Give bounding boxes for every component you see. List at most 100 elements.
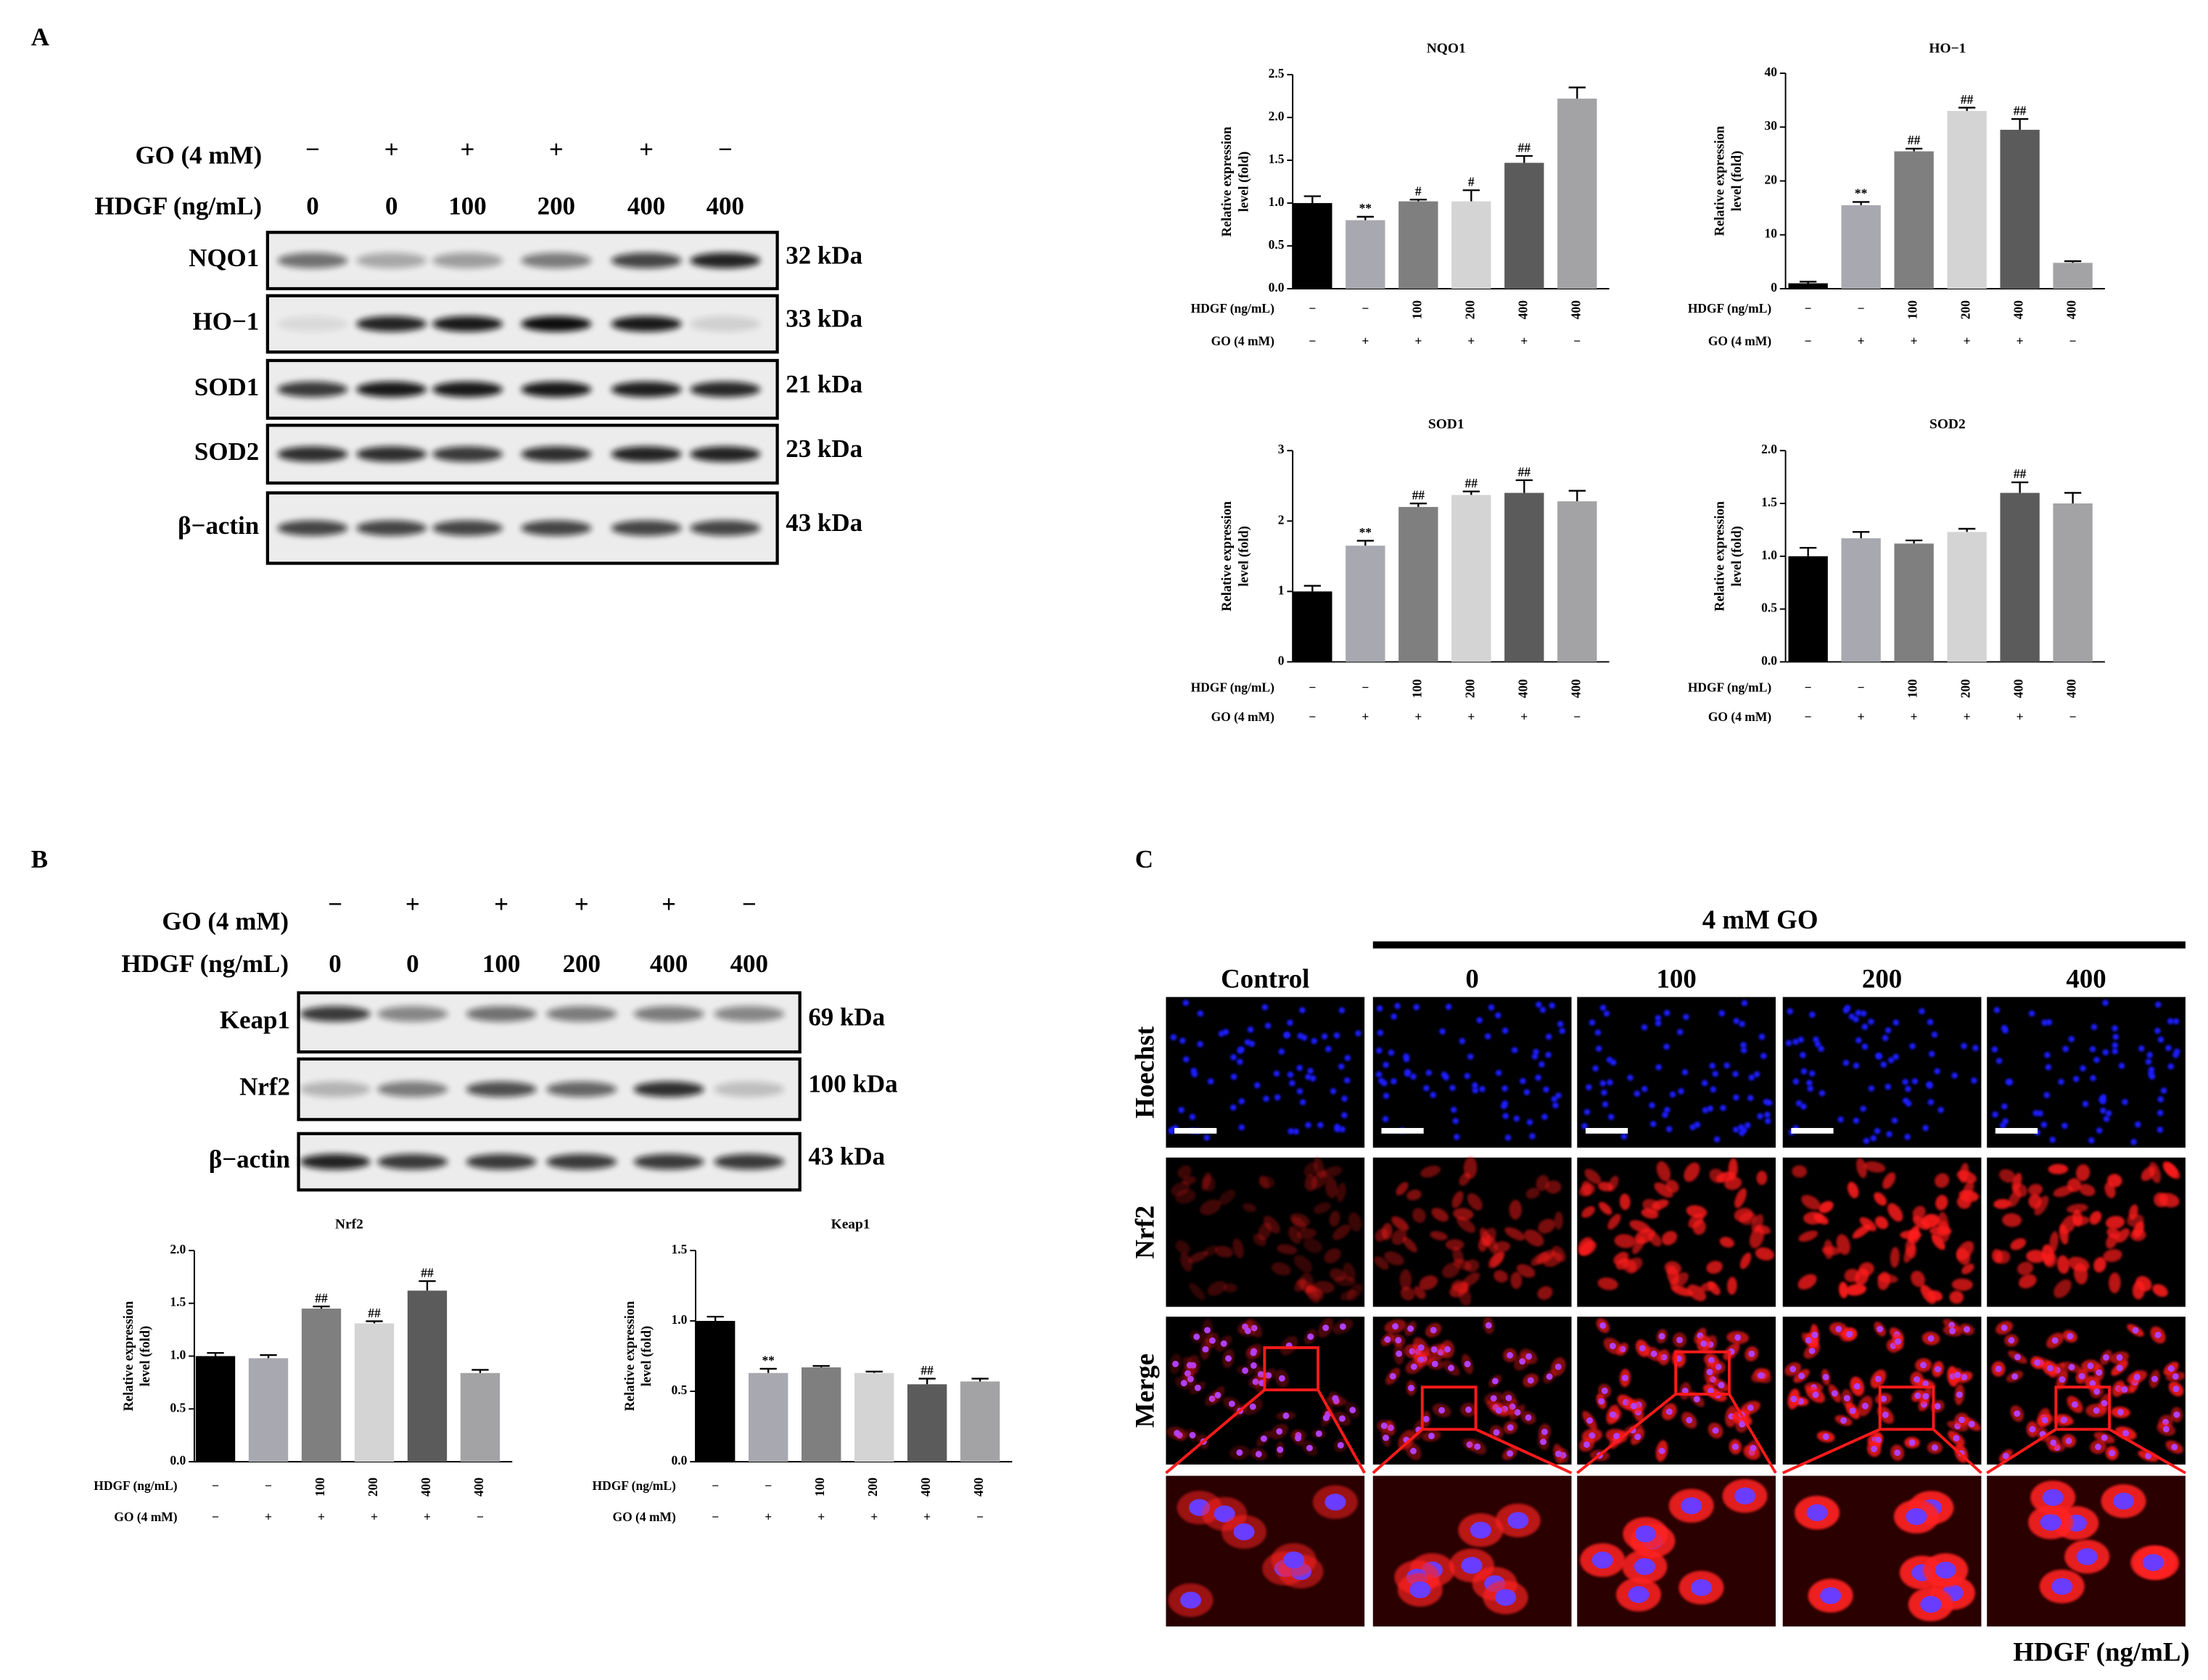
cell [1399,1269,1412,1290]
nucleus [2154,1027,2161,1034]
bar [2000,129,2040,289]
nucleus [2059,1376,2066,1383]
zoom-line [1165,1388,1266,1475]
protein-size: 43 kDa [808,1142,885,1171]
blot-band [356,252,427,268]
bar [195,1356,236,1462]
cell [1296,1228,1317,1240]
blot-band [300,1006,371,1022]
nucleus [1686,1417,1693,1424]
bar [749,1372,788,1462]
nucleus [1734,1487,1756,1504]
cell [1219,1189,1236,1205]
protein-size: 32 kDa [786,241,862,269]
nucleus [1842,1007,1850,1014]
cell [1951,1278,1973,1291]
cell [1792,1165,1808,1178]
significance-mark: ## [1518,464,1531,479]
cell [2154,1192,2168,1208]
y-tick-label: 2.0 [1761,442,1777,456]
go-sign: + [405,890,420,918]
condition-value: 100 [313,1478,327,1496]
cell [1859,1216,1877,1232]
nucleus [2062,1045,2069,1053]
condition-value: 400 [2064,679,2079,698]
nucleus [1922,1124,1929,1132]
nucleus [1935,1561,1956,1579]
blot-band [466,1081,537,1098]
condition-label: HDGF (ng/mL) [1688,301,1772,316]
bar [2000,493,2040,662]
nucleus [1785,1039,1792,1047]
nucleus [1554,1363,1562,1370]
nucleus [1820,1587,1842,1605]
hdgf-dose: 0 [329,950,341,978]
bar [1451,201,1491,289]
condition-value: + [1858,334,1865,348]
nucleus [1599,1080,1607,1087]
nucleus [1665,1126,1673,1132]
nucleus [1880,1395,1887,1402]
condition-label: GO (4 mM) [1708,334,1772,348]
blot-band [466,1153,537,1170]
significance-mark: ** [1855,186,1868,201]
nucleus [1800,1068,1808,1075]
nucleus [1541,1428,1548,1436]
nucleus [1403,1055,1410,1063]
nucleus [1808,1070,1816,1077]
nucleus [2067,1333,2074,1340]
nucleus [1341,1112,1348,1119]
blot-band [277,252,348,268]
blot-band [356,382,427,398]
nucleus [2051,1337,2059,1344]
protein-name: Keap1 [220,1005,290,1034]
nucleus [1877,1325,1884,1333]
condition-value: 400 [1568,300,1583,319]
nucleus [1708,1388,1714,1394]
y-tick-label: 0.0 [672,1453,688,1467]
cell [1999,1169,2016,1183]
blot-band [690,316,761,332]
nucleus [2100,1107,2106,1114]
zoom-line [1475,1428,1573,1475]
condition-value: 100 [812,1478,827,1496]
nucleus [1244,1327,1251,1335]
y-tick-label: 0.5 [1761,601,1777,615]
nucleus [1260,1435,1267,1442]
row-label: Merge [1130,1354,1160,1428]
blot-band [300,1153,371,1170]
bar [1557,501,1597,662]
blot-band [690,520,761,536]
nucleus [1325,1045,1332,1053]
go-sign: + [384,136,399,164]
nucleus [1555,1092,1562,1099]
chart-title: Nrf2 [335,1216,363,1232]
cell [1324,1248,1341,1264]
cell [1290,1213,1310,1227]
blot-band [714,1081,785,1098]
nucleus [1203,1327,1211,1334]
significance-mark: ## [1961,92,1974,107]
condition-value: − [976,1510,984,1524]
nucleus [1805,1337,1812,1344]
condition-value: + [765,1510,772,1524]
nucleus [1602,1101,1609,1108]
zoom-line [1372,1428,1424,1475]
blot-strip [297,991,802,1054]
y-tick-label: 30 [1764,118,1777,133]
go-sign: + [494,890,508,918]
nucleus [1709,1062,1715,1069]
protein-name: NQO1 [189,244,259,272]
cell [1656,1161,1671,1182]
blot-band [377,1153,448,1170]
significance-mark: ## [2014,466,2027,481]
condition-value: − [265,1478,272,1493]
nucleus [1840,1417,1847,1424]
nucleus [2042,1488,2064,1507]
nucleus [1690,1578,1713,1597]
condition-value: + [1467,334,1475,348]
nucleus [1909,1042,1916,1050]
protein-size: 23 kDa [786,435,862,463]
zoom-line [1781,1428,1881,1475]
nucleus [1993,1007,2001,1013]
